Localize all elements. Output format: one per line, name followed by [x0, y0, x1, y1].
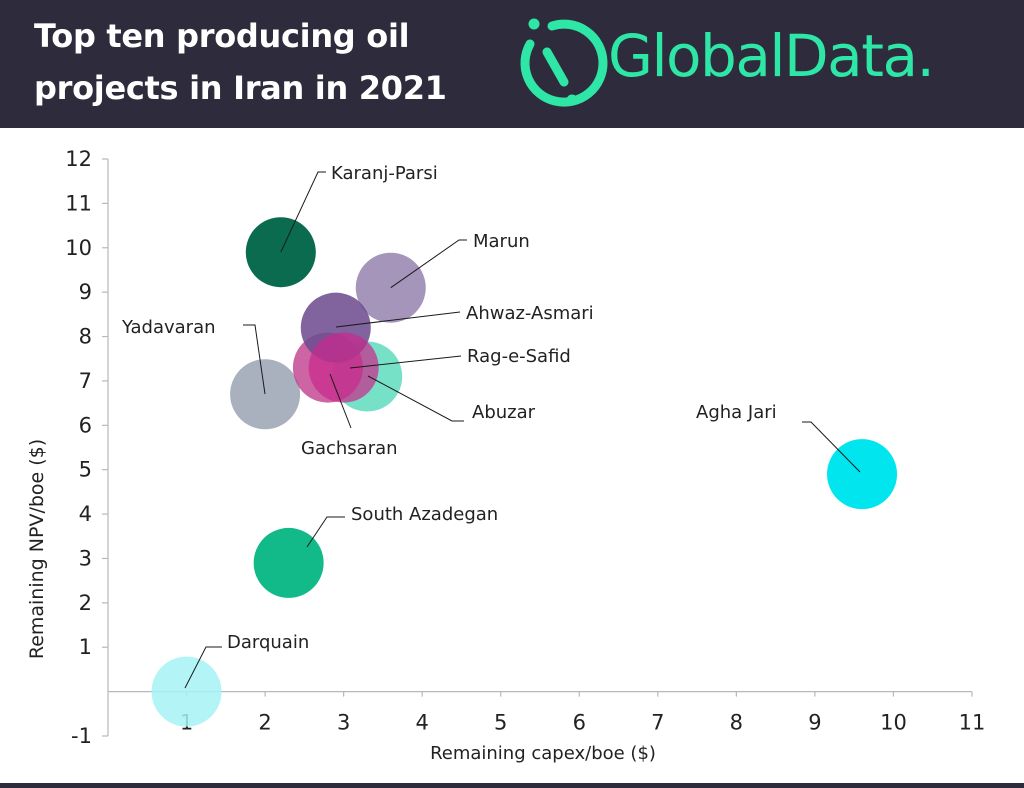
y-tick-label: 1 — [79, 635, 92, 659]
x-axis-label: Remaining capex/boe ($) — [430, 743, 656, 764]
globaldata-logo-icon — [520, 18, 608, 107]
data-label-yadavaran: Yadavaran — [121, 317, 216, 338]
bubble-layer — [151, 217, 898, 727]
callout-line-south-azadegan — [306, 516, 345, 548]
y-tick-label: 8 — [79, 325, 92, 349]
data-label-darquain: Darquain — [227, 632, 309, 653]
y-tick-label: 9 — [79, 280, 92, 304]
y-tick-label: 12 — [65, 147, 92, 171]
data-label-agha-jari: Agha Jari — [696, 402, 777, 423]
bubble-karanj-parsi — [245, 217, 316, 288]
brand-logo: GlobalData. — [510, 8, 1010, 118]
callout-line-gachsaran — [329, 373, 352, 429]
callout-line-marun — [390, 239, 467, 289]
data-label-gachsaran: Gachsaran — [301, 438, 398, 459]
callout-line-yadavaran — [243, 324, 266, 395]
data-label-rag-e-safid: Rag-e-Safid — [467, 346, 571, 367]
x-tick-label: 6 — [573, 711, 586, 735]
y-axis-label: Remaining NPV/boe ($) — [26, 439, 48, 659]
callout-line-darquain — [184, 646, 222, 689]
x-tick-label: 3 — [337, 711, 350, 735]
chart-title: Top ten producing oil projects in Iran i… — [34, 10, 504, 114]
y-tick-label: -1 — [71, 724, 92, 748]
y-tick-label: 5 — [79, 458, 92, 482]
bubble-marun — [355, 252, 426, 323]
data-label-karanj-parsi: Karanj-Parsi — [331, 163, 438, 184]
x-tick-label: 2 — [258, 711, 271, 735]
x-tick-label: 8 — [730, 711, 743, 735]
bubble-rag-e-safid — [308, 332, 379, 403]
bubble-darquain — [151, 656, 222, 727]
x-tick-label: 11 — [959, 711, 986, 735]
callout-line-ahwaz-asmari — [335, 311, 461, 328]
y-tick-label: 7 — [79, 369, 92, 393]
data-label-ahwaz-asmari: Ahwaz-Asmari — [466, 303, 594, 324]
y-tick-label: 11 — [65, 191, 92, 215]
brand-name: GlobalData. — [608, 22, 935, 90]
x-tick-label: 7 — [651, 711, 664, 735]
x-tick-label: 9 — [808, 711, 821, 735]
header-banner: Top ten producing oil projects in Iran i… — [0, 0, 1024, 128]
x-tick-label: 5 — [494, 711, 507, 735]
bubble-south-azadegan — [253, 527, 324, 598]
y-tick-label: 10 — [65, 236, 92, 260]
data-label-abuzar: Abuzar — [472, 402, 536, 423]
callout-line-karanj-parsi — [280, 171, 326, 253]
y-tick-label: 6 — [79, 413, 92, 437]
callout-line-agha-jari — [802, 421, 861, 473]
data-label-south-azadegan: South Azadegan — [351, 504, 498, 525]
callout-layer: Karanj-Parsi Marun Ahwaz-Asmari Yadavaran Ra… — [121, 163, 861, 689]
bubble-yadavaran — [230, 359, 301, 430]
footer-bar — [0, 783, 1024, 788]
y-tick-label: 4 — [79, 502, 92, 526]
data-label-marun: Marun — [473, 231, 530, 252]
y-tick-label: 3 — [79, 546, 92, 570]
x-tick-label: 10 — [880, 711, 907, 735]
callout-line-abuzar — [367, 375, 464, 422]
x-tick-label: 4 — [415, 711, 428, 735]
chart-title-line-2: projects in Iran in 2021 — [34, 69, 447, 107]
callout-line-rag-e-safid — [349, 355, 462, 369]
chart-title-line-1: Top ten producing oil — [34, 17, 410, 55]
y-tick-label: 2 — [79, 591, 92, 615]
